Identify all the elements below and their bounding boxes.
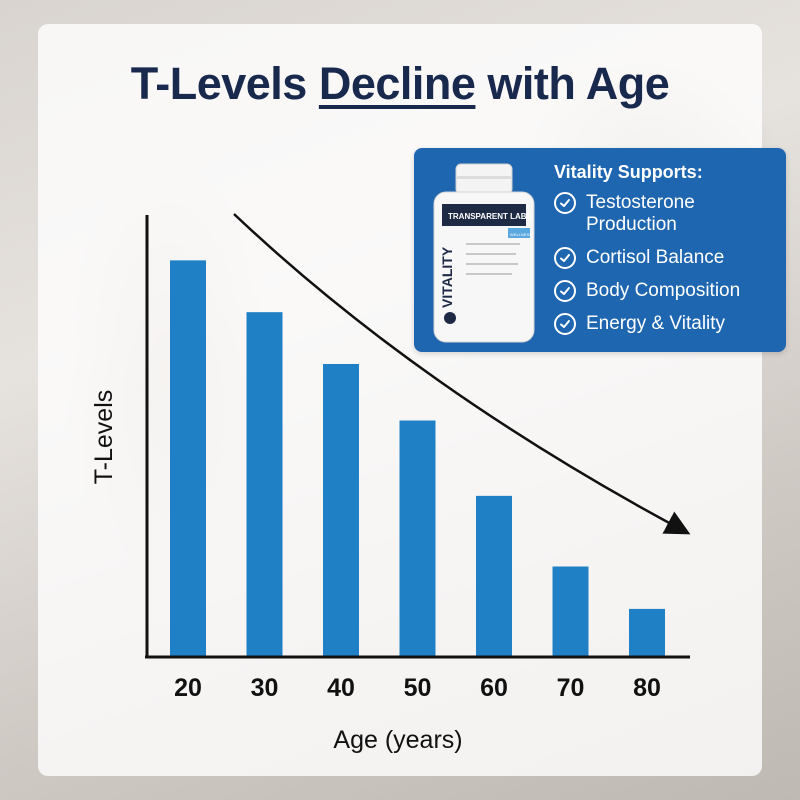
title-part-1: T-Levels — [130, 58, 319, 109]
check-circle-icon — [554, 192, 576, 214]
check-circle-icon — [554, 313, 576, 335]
bar-age-20 — [170, 260, 206, 656]
x-tick-label: 20 — [174, 674, 202, 702]
vitality-promo-card: TRANSPARENT LABS WELLNESS VITALITY Vital… — [414, 148, 786, 352]
check-circle-icon — [554, 247, 576, 269]
promo-heading: Vitality Supports: — [554, 162, 703, 182]
bar-age-80 — [629, 608, 665, 656]
x-tick-label: 60 — [480, 674, 508, 702]
y-axis-label: T-Levels — [90, 390, 118, 484]
title-underlined-word: Decline — [318, 58, 476, 109]
benefit-label: Testosterone Production — [586, 192, 695, 235]
bar-age-30 — [246, 312, 283, 656]
x-tick-label: 30 — [251, 674, 279, 702]
benefit-label: Cortisol Balance — [586, 247, 725, 268]
benefit-item: Testosterone Production — [554, 192, 786, 236]
benefit-item: Energy & Vitality — [554, 313, 786, 335]
bar-age-60 — [476, 495, 512, 656]
x-tick-label: 70 — [557, 674, 585, 702]
page-title: T-Levels Decline with Age — [0, 58, 800, 110]
benefits-list: Testosterone Production Cortisol Balance… — [554, 192, 786, 346]
benefit-item: Body Composition — [554, 280, 786, 302]
benefit-label: Body Composition — [586, 280, 741, 301]
check-circle-icon — [554, 280, 576, 302]
x-tick-label: 80 — [633, 674, 661, 702]
x-tick-label: 50 — [404, 674, 432, 702]
x-tick-labels: 20 30 40 50 60 70 80 — [174, 674, 661, 702]
bottle-brand-text: TRANSPARENT LABS — [448, 212, 533, 221]
bar-age-40 — [323, 363, 359, 656]
title-part-2: with Age — [475, 58, 670, 109]
x-axis-label: Age (years) — [333, 726, 462, 754]
trend-arrow — [233, 213, 691, 535]
bar-age-50 — [399, 420, 436, 656]
benefit-label: Energy & Vitality — [586, 313, 726, 334]
bottle-product-text: VITALITY — [439, 246, 455, 308]
benefit-item: Cortisol Balance — [554, 247, 786, 269]
supplement-bottle-image: TRANSPARENT LABS WELLNESS VITALITY — [433, 163, 535, 343]
bars-layer — [170, 260, 665, 656]
x-tick-label: 40 — [327, 674, 355, 702]
bar-age-70 — [552, 566, 589, 656]
bottle-series-text: WELLNESS — [510, 232, 532, 237]
